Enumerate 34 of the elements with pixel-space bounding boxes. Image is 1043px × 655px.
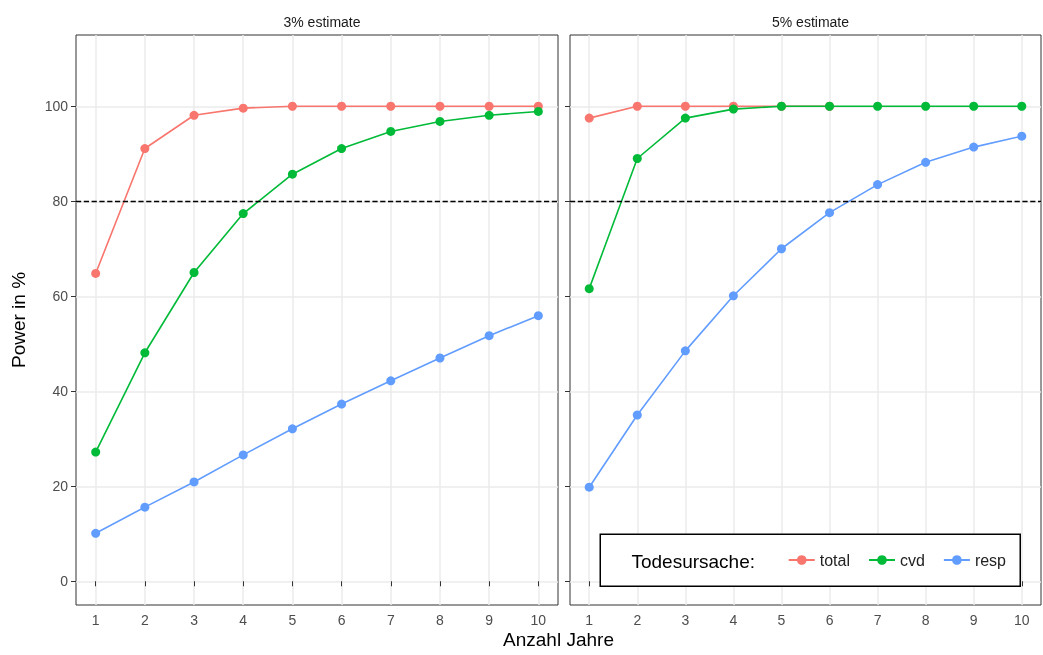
x-tick-label: 8 bbox=[921, 612, 930, 628]
legend-label: resp bbox=[974, 551, 1007, 569]
x-tick-label: 5 bbox=[777, 612, 786, 628]
x-tick-label: 1 bbox=[585, 612, 594, 628]
x-tick-label: 3 bbox=[681, 612, 690, 628]
x-tick-label: 7 bbox=[386, 612, 395, 628]
x-tick-label: 9 bbox=[969, 612, 978, 628]
x-tick-label: 4 bbox=[239, 612, 248, 628]
x-tick-label: 2 bbox=[633, 612, 642, 628]
x-tick-label: 5 bbox=[288, 612, 297, 628]
x-tick-label: 9 bbox=[485, 612, 494, 628]
x-tick-label: 6 bbox=[825, 612, 834, 628]
legend-label: cvd bbox=[899, 551, 925, 569]
x-tick-label: 8 bbox=[436, 612, 445, 628]
x-tick-label: 1 bbox=[91, 612, 100, 628]
y-axis-title: Power in % bbox=[8, 271, 29, 369]
y-tick-label: 60 bbox=[52, 288, 69, 305]
chart-title: 3% estimate bbox=[283, 14, 361, 30]
y-tick-label: 20 bbox=[52, 478, 69, 495]
y-tick-label: 80 bbox=[52, 193, 69, 210]
x-tick-label: 6 bbox=[337, 612, 346, 628]
legend-title: Todesursache: bbox=[631, 551, 755, 572]
x-tick-label: 4 bbox=[729, 612, 738, 628]
x-axis-title: Anzahl Jahre bbox=[502, 629, 615, 651]
x-tick-label: 2 bbox=[140, 612, 149, 628]
x-tick-label: 3 bbox=[190, 612, 199, 628]
y-tick-label: 100 bbox=[44, 98, 69, 115]
x-tick-label: 7 bbox=[873, 612, 882, 628]
x-tick-label: 10 bbox=[1013, 612, 1030, 628]
y-tick-label: 0 bbox=[60, 573, 69, 590]
y-tick-label: 40 bbox=[52, 383, 69, 400]
x-tick-label: 10 bbox=[530, 612, 547, 628]
legend-label: total bbox=[819, 551, 850, 569]
chart-title: 5% estimate bbox=[771, 14, 850, 30]
